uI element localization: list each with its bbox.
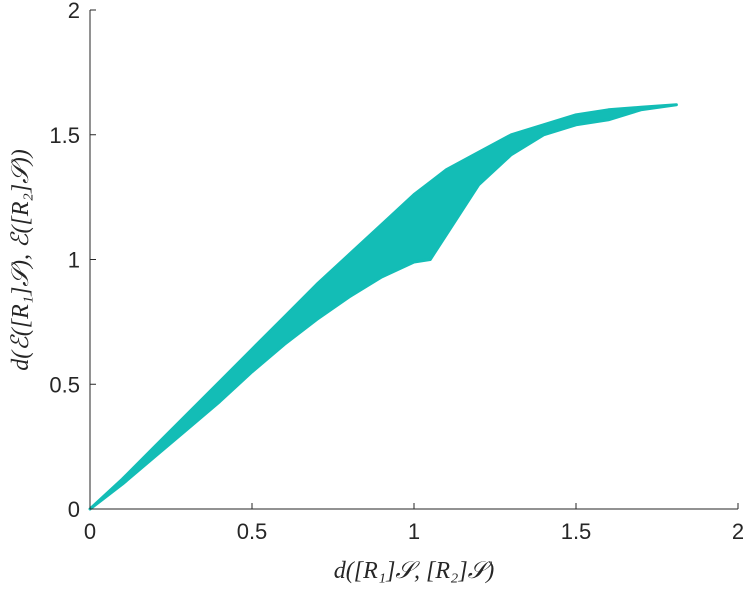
y-axis-label: d(ℰ([R₁]𝒮), ℰ([R₂]𝒮)) [8, 149, 34, 371]
y-tick-label: 1 [68, 248, 80, 273]
x-tick-label: 0.5 [237, 519, 268, 544]
x-tick-label: 2 [732, 519, 744, 544]
x-axis-label: d([R₁]𝒮, [R₂]𝒮) [334, 558, 495, 584]
y-tick-label: 0 [68, 497, 80, 522]
y-tick-label: 1.5 [49, 123, 80, 148]
y-tick-label: 2 [68, 0, 80, 23]
x-tick-label: 1 [408, 519, 420, 544]
x-tick-label: 0 [84, 519, 96, 544]
data-band [88, 103, 678, 511]
x-tick-label: 1.5 [561, 519, 592, 544]
y-tick-label: 0.5 [49, 372, 80, 397]
